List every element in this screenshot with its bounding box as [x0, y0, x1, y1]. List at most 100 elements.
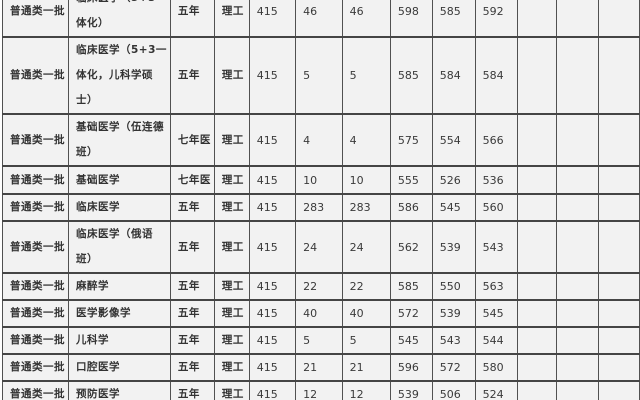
cell-admit-count: 283: [341, 193, 391, 222]
cell-extra: [516, 165, 558, 195]
cell-extra: [556, 299, 600, 328]
cell-min-score: 543: [431, 326, 476, 355]
cell-plan-count: 5: [295, 326, 343, 355]
cell-max-score: 545: [389, 326, 433, 355]
cell-extra: [516, 353, 558, 382]
table-row: 普通类一批 麻醉学 五年 理工 415 22 22 585 550 563: [2, 272, 640, 301]
cell-extra: [516, 326, 558, 355]
cell-control-line: 415: [248, 36, 297, 115]
cell-extra: [598, 326, 640, 355]
cell-extra: [516, 299, 558, 328]
cell-extra: [556, 326, 600, 355]
cell-extra: [556, 165, 600, 195]
cell-duration: 五年: [169, 36, 215, 115]
cell-extra: [516, 0, 558, 38]
cell-major: 口腔医学: [68, 353, 171, 382]
cell-max-score: 586: [389, 193, 433, 222]
cell-min-score: 526: [431, 165, 476, 195]
cell-avg-score: 543: [474, 220, 518, 274]
cell-max-score: 562: [389, 220, 433, 274]
cell-duration: 五年: [169, 193, 215, 222]
cell-control-line: 415: [248, 353, 297, 382]
cell-admit-count: 5: [341, 36, 391, 115]
cell-extra: [598, 299, 640, 328]
cell-major: 麻醉学: [68, 272, 171, 301]
cell-max-score: 539: [389, 380, 433, 400]
cell-duration: 七年医: [169, 165, 215, 195]
cell-admit-count: 10: [341, 165, 391, 195]
cell-plan-count: 12: [295, 380, 343, 400]
cell-extra: [598, 220, 640, 274]
cell-min-score: 584: [431, 36, 476, 115]
cell-duration: 五年: [169, 299, 215, 328]
cell-category: 理工: [213, 272, 250, 301]
cell-extra: [598, 0, 640, 38]
cell-admit-count: 40: [341, 299, 391, 328]
cell-major: 临床医学（5+3一 体化）: [68, 0, 171, 38]
cell-avg-score: 544: [474, 326, 518, 355]
table-row: 普通类一批 基础医学（伍连德 班） 七年医 理工 415 4 4 575 554 566: [2, 113, 640, 167]
cell-control-line: 415: [248, 380, 297, 400]
cell-plan-count: 21: [295, 353, 343, 382]
cell-extra: [516, 220, 558, 274]
cell-max-score: 572: [389, 299, 433, 328]
cell-extra: [598, 380, 640, 400]
cell-category: 理工: [213, 353, 250, 382]
cell-extra: [598, 353, 640, 382]
cell-avg-score: 563: [474, 272, 518, 301]
cell-category: 理工: [213, 36, 250, 115]
cell-extra: [556, 220, 600, 274]
cell-avg-score: 536: [474, 165, 518, 195]
cell-control-line: 415: [248, 165, 297, 195]
cell-category: 理工: [213, 299, 250, 328]
cell-control-line: 415: [248, 113, 297, 167]
cell-admit-count: 5: [341, 326, 391, 355]
cell-extra: [598, 165, 640, 195]
cell-plan-count: 4: [295, 113, 343, 167]
cell-extra: [556, 113, 600, 167]
cell-admit-count: 4: [341, 113, 391, 167]
table-row: 普通类一批 临床医学（5+3一 体化，儿科学硕 士） 五年 理工 415 5 5 585 584…: [2, 36, 640, 115]
cell-category: 理工: [213, 380, 250, 400]
cell-duration: 五年: [169, 220, 215, 274]
cell-plan-count: 40: [295, 299, 343, 328]
cell-category: 理工: [213, 0, 250, 38]
cell-avg-score: 566: [474, 113, 518, 167]
cell-major: 儿科学: [68, 326, 171, 355]
cell-extra: [598, 113, 640, 167]
cell-plan-count: 10: [295, 165, 343, 195]
cell-batch: 普通类一批: [2, 165, 69, 195]
cell-max-score: 598: [389, 0, 433, 38]
cell-category: 理工: [213, 165, 250, 195]
cell-min-score: 539: [431, 299, 476, 328]
cell-avg-score: 560: [474, 193, 518, 222]
cell-category: 理工: [213, 113, 250, 167]
cell-major: 临床医学: [68, 193, 171, 222]
cell-min-score: 554: [431, 113, 476, 167]
cell-major: 基础医学: [68, 165, 171, 195]
cell-min-score: 539: [431, 220, 476, 274]
cell-batch: 普通类一批: [2, 220, 69, 274]
cell-batch: 普通类一批: [2, 380, 69, 400]
cell-max-score: 585: [389, 36, 433, 115]
cell-extra: [556, 0, 600, 38]
cell-max-score: 585: [389, 272, 433, 301]
cell-major: 预防医学: [68, 380, 171, 400]
cell-duration: 五年: [169, 0, 215, 38]
cell-avg-score: 584: [474, 36, 518, 115]
cell-batch: 普通类一批: [2, 113, 69, 167]
cell-control-line: 415: [248, 0, 297, 38]
cell-extra: [516, 113, 558, 167]
cell-duration: 五年: [169, 326, 215, 355]
cell-extra: [516, 36, 558, 115]
cell-control-line: 415: [248, 220, 297, 274]
cell-extra: [598, 36, 640, 115]
cell-min-score: 506: [431, 380, 476, 400]
cell-extra: [556, 380, 600, 400]
cell-major: 基础医学（伍连德 班）: [68, 113, 171, 167]
cell-plan-count: 46: [295, 0, 343, 38]
